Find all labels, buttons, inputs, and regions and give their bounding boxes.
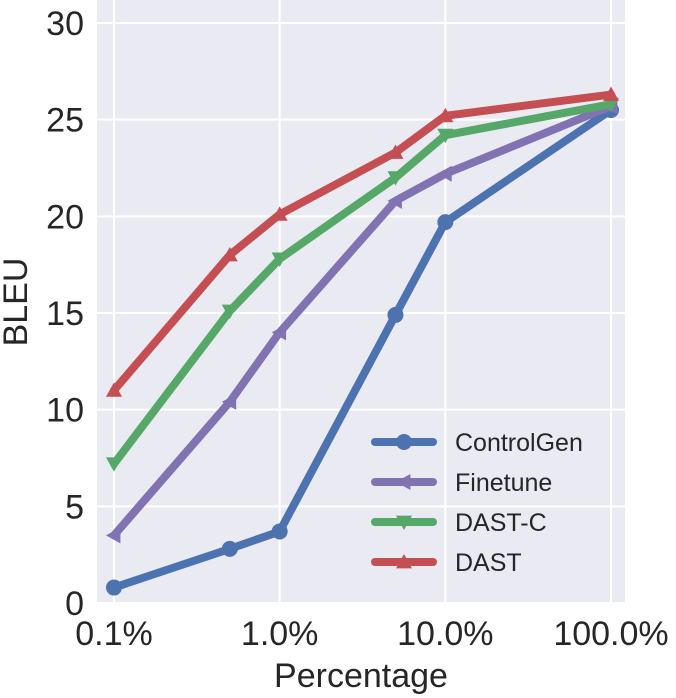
- series-finetune: [106, 98, 618, 544]
- data-point: [437, 128, 454, 144]
- legend-marker: [396, 434, 412, 450]
- data-point: [437, 214, 454, 231]
- data-point: [271, 324, 287, 341]
- data-point: [221, 304, 238, 320]
- legend-marker: [396, 554, 412, 569]
- y-tick-label: 5: [65, 488, 84, 526]
- legend-marker: [396, 474, 411, 490]
- x-tick-label: 1.0%: [241, 615, 319, 653]
- data-point: [387, 306, 404, 323]
- data-point: [387, 144, 404, 159]
- series-dast-c: [106, 97, 619, 472]
- x-tick-labels: 0.1% 1.0% 10.0% 100.0%: [75, 615, 668, 653]
- data-point: [271, 206, 288, 221]
- data-point: [221, 540, 238, 557]
- legend-item: ControlGen: [371, 429, 583, 457]
- x-tick-label: 10.0%: [397, 615, 493, 653]
- y-tick-labels: 0 5 10 15 20 25 30: [46, 5, 84, 623]
- legend-marker: [396, 515, 412, 530]
- data-point: [437, 165, 452, 182]
- x-tick-label: 100.0%: [553, 615, 668, 653]
- series-line: [110, 106, 615, 592]
- data-point: [271, 252, 288, 267]
- legend-item: Finetune: [371, 469, 552, 497]
- series-line: [110, 102, 615, 540]
- y-tick-label: 30: [46, 5, 84, 43]
- data-point: [437, 107, 454, 123]
- data-point: [603, 97, 619, 113]
- data-point: [106, 382, 122, 397]
- data-point: [387, 192, 402, 209]
- legend-label: DAST-C: [455, 509, 547, 537]
- legend-item: DAST: [371, 549, 522, 577]
- series-lines: [106, 86, 619, 596]
- data-point: [106, 579, 122, 596]
- series-line: [110, 100, 615, 468]
- y-tick-label: 20: [46, 198, 84, 236]
- series-dast: [106, 86, 619, 397]
- data-point: [387, 171, 404, 186]
- data-point: [603, 86, 619, 101]
- legend: ControlGen Finetune DAST-C DAST: [371, 429, 583, 577]
- legend-label: DAST: [455, 549, 522, 577]
- legend-label: ControlGen: [455, 429, 583, 457]
- data-point: [221, 393, 237, 410]
- x-tick-label: 0.1%: [75, 615, 153, 653]
- series-line: [110, 90, 615, 395]
- data-point: [106, 457, 122, 472]
- data-point: [271, 523, 288, 540]
- data-point: [106, 527, 121, 544]
- x-axis-label: Percentage: [274, 657, 448, 695]
- y-tick-label: 15: [46, 295, 84, 333]
- y-axis-label: BLEU: [0, 258, 35, 347]
- y-tick-label: 10: [46, 392, 84, 430]
- series-controlgen: [106, 102, 619, 596]
- y-tick-label: 0: [65, 585, 84, 623]
- legend-item: DAST-C: [371, 509, 547, 537]
- y-tick-label: 25: [46, 102, 84, 140]
- grid-lines: [97, 0, 625, 604]
- data-point: [221, 247, 238, 262]
- legend-label: Finetune: [455, 469, 552, 497]
